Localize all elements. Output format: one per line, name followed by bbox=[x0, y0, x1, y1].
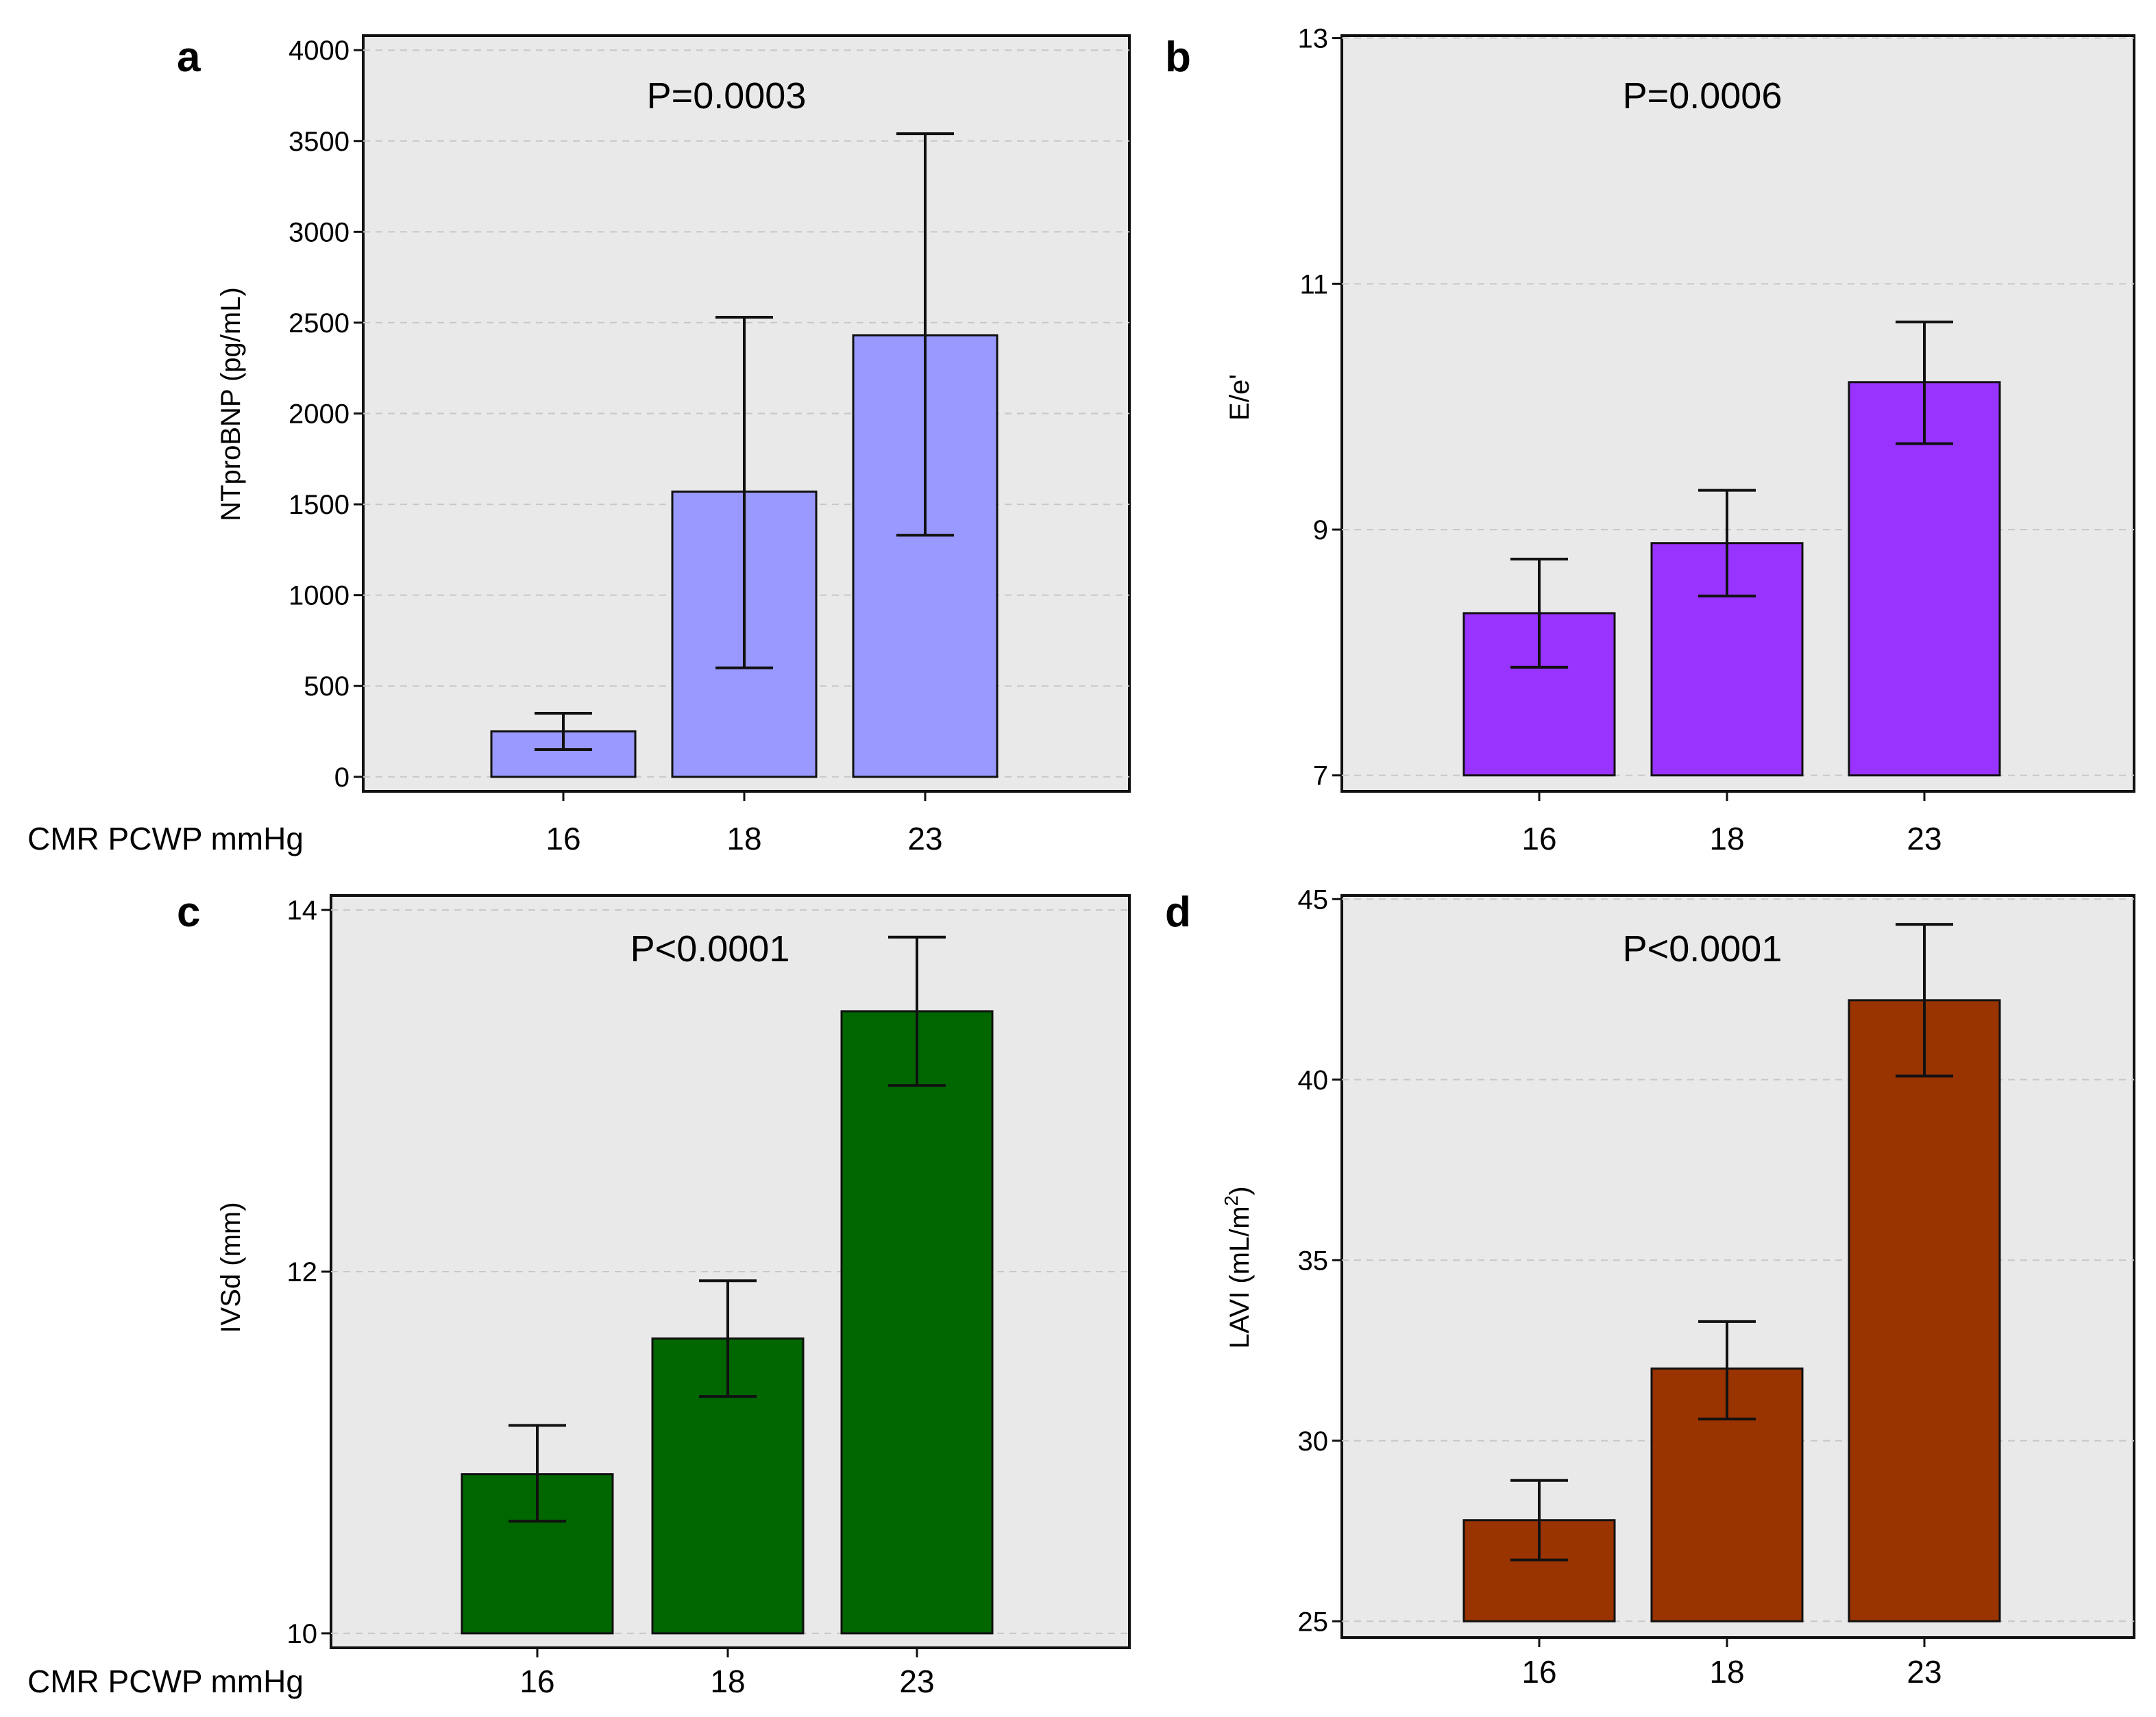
bar bbox=[840, 1010, 994, 1635]
y-tick-label: 35 bbox=[1298, 1246, 1329, 1276]
y-tick-label: 13 bbox=[1298, 24, 1329, 54]
y-tick-label: 4000 bbox=[289, 36, 350, 66]
panel-letter-c: c bbox=[177, 889, 200, 936]
panel-letter-d: d bbox=[1165, 889, 1191, 936]
y-tick-label: 3500 bbox=[289, 127, 350, 157]
panel-d: d 25 30 35 40 45 16 18 23 P<0.0001 LAVI (mL/m2) bbox=[1165, 885, 2135, 1690]
y-tick-label: 3000 bbox=[289, 217, 350, 247]
y-tick-label: 2000 bbox=[289, 399, 350, 430]
y-axis-label: E/e' bbox=[1225, 374, 1255, 421]
y-tick-label: 30 bbox=[1298, 1426, 1329, 1457]
x-tick-label: 16 bbox=[1521, 1654, 1556, 1690]
y-tick-label: 12 bbox=[287, 1257, 318, 1287]
x-tick-label: 23 bbox=[899, 1664, 934, 1699]
bar bbox=[1848, 999, 2001, 1622]
y-tick-label: 2500 bbox=[289, 308, 350, 338]
y-tick-label: 1000 bbox=[289, 581, 350, 611]
p-value-annotation: P<0.0001 bbox=[630, 928, 790, 969]
x-tick-label: 18 bbox=[726, 821, 761, 856]
panel-c: c 10 12 14 16 18 23 P<0.0001 IVSd (mm) bbox=[177, 889, 1131, 1699]
y-tick-label: 45 bbox=[1298, 885, 1329, 915]
panel-a: a 0 500 1000 1500 2000 2500 3000 3500 4000 16 18 23… bbox=[177, 34, 1131, 856]
x-axis-title-bottom: CMR PCWP mmHg bbox=[27, 1664, 304, 1699]
y-tick-label: 9 bbox=[1313, 515, 1328, 545]
panel-letter-b: b bbox=[1165, 34, 1191, 81]
bar bbox=[1848, 381, 2001, 777]
y-tick-label: 7 bbox=[1313, 761, 1328, 791]
x-tick-label: 16 bbox=[519, 1664, 554, 1699]
p-value-annotation: P=0.0006 bbox=[1623, 75, 1783, 116]
p-value-annotation: P=0.0003 bbox=[647, 75, 807, 116]
y-axis-label: NTproBNP (pg/mL) bbox=[216, 287, 246, 521]
panel-b: b 7 9 11 13 16 18 23 P=0.0006 E/e' bbox=[1165, 24, 2135, 856]
x-tick-label: 18 bbox=[1709, 821, 1744, 856]
x-tick-label: 18 bbox=[1709, 1654, 1744, 1690]
x-tick-label: 18 bbox=[710, 1664, 745, 1699]
y-tick-label: 500 bbox=[304, 671, 350, 702]
y-tick-label: 25 bbox=[1298, 1607, 1329, 1637]
y-tick-label: 11 bbox=[1299, 269, 1328, 299]
y-tick-label: 0 bbox=[334, 763, 350, 793]
x-tick-label: 23 bbox=[1907, 1654, 1941, 1690]
x-axis-title-top: CMR PCWP mmHg bbox=[27, 821, 304, 856]
x-tick-label: 16 bbox=[546, 821, 580, 856]
y-tick-label: 14 bbox=[287, 895, 318, 926]
x-tick-label: 23 bbox=[1907, 821, 1941, 856]
x-tick-label: 16 bbox=[1521, 821, 1556, 856]
p-value-annotation: P<0.0001 bbox=[1623, 928, 1783, 969]
y-tick-label: 40 bbox=[1298, 1065, 1329, 1096]
x-tick-label: 23 bbox=[907, 821, 942, 856]
y-tick-label: 1500 bbox=[289, 490, 350, 520]
panel-letter-a: a bbox=[177, 34, 201, 81]
y-tick-label: 10 bbox=[287, 1619, 318, 1649]
y-axis-label: LAVI (mL/m2) bbox=[1221, 1186, 1255, 1348]
y-axis-label: IVSd (mm) bbox=[216, 1202, 246, 1333]
